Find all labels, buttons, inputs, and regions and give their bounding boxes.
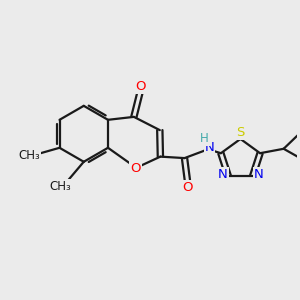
Text: S: S — [236, 126, 244, 139]
Text: CH₃: CH₃ — [49, 180, 71, 193]
Text: CH₃: CH₃ — [19, 149, 40, 162]
Text: O: O — [135, 80, 146, 93]
Text: N: N — [254, 168, 264, 181]
Text: H: H — [200, 133, 209, 146]
Text: N: N — [205, 141, 214, 154]
Text: O: O — [130, 162, 141, 175]
Text: O: O — [182, 181, 193, 194]
Text: N: N — [218, 168, 228, 181]
